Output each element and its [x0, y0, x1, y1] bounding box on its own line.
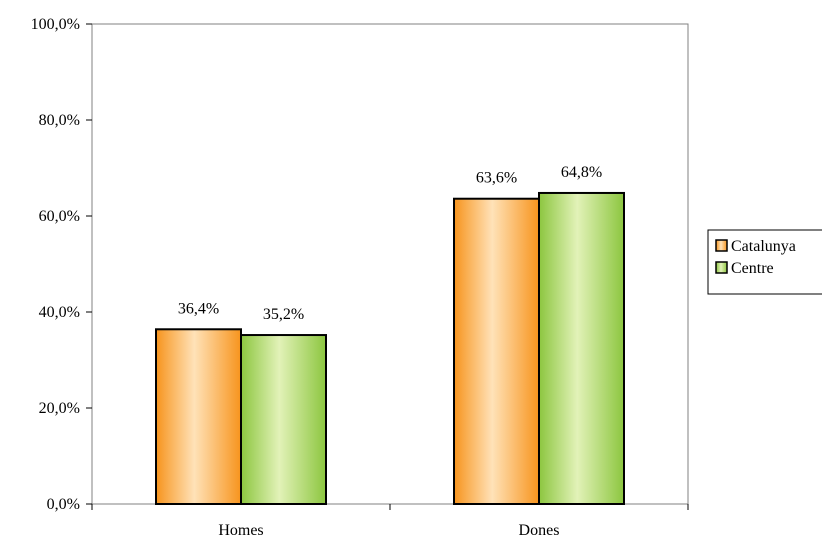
x-category-label: Homes	[218, 522, 263, 539]
legend-swatch-catalunya	[715, 239, 728, 252]
y-tick-label: 100,0%	[31, 16, 80, 33]
y-tick-label: 0,0%	[47, 496, 80, 513]
y-tick-label: 20,0%	[39, 400, 80, 417]
data-label: 63,6%	[476, 170, 517, 187]
y-tick-label: 40,0%	[39, 304, 80, 321]
data-label: 36,4%	[178, 300, 219, 317]
bars	[155, 191, 625, 506]
legend-swatch-centre	[715, 261, 728, 274]
data-label: 35,2%	[263, 306, 304, 323]
bar-centre-homes	[240, 334, 327, 506]
x-category-label: Dones	[519, 522, 560, 539]
bar-centre-dones	[538, 191, 625, 506]
data-labels: 36,4% 35,2% 63,6% 64,8%	[178, 164, 602, 323]
y-tick-label: 60,0%	[39, 208, 80, 225]
legend: Catalunya Centre	[707, 229, 822, 295]
y-tick-label: 80,0%	[39, 112, 80, 129]
legend-label-centre: Centre	[731, 260, 774, 277]
bar-catalunya-dones	[453, 197, 540, 505]
x-axis: Homes Dones	[91, 504, 689, 539]
data-label: 64,8%	[561, 164, 602, 181]
legend-label-catalunya: Catalunya	[731, 238, 796, 255]
y-axis: 0,0% 20,0% 40,0% 60,0% 80,0% 100,0%	[31, 16, 92, 513]
bar-catalunya-homes	[155, 328, 242, 505]
